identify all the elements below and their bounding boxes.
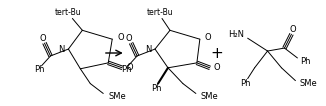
- Text: O: O: [126, 63, 133, 72]
- Text: +: +: [210, 45, 223, 61]
- Text: Ph: Ph: [34, 65, 45, 74]
- Text: N: N: [145, 45, 151, 54]
- Text: Ph: Ph: [301, 57, 311, 66]
- Text: O: O: [39, 34, 46, 43]
- Text: O: O: [214, 63, 220, 72]
- Text: O: O: [205, 33, 212, 42]
- Text: O: O: [289, 25, 296, 34]
- Text: tert-Bu: tert-Bu: [55, 8, 82, 17]
- Text: Ph: Ph: [151, 84, 161, 93]
- Text: O: O: [126, 34, 132, 43]
- Text: Ph: Ph: [121, 65, 131, 74]
- Text: H₂N: H₂N: [228, 30, 244, 39]
- Text: O: O: [117, 33, 124, 42]
- Text: Ph: Ph: [240, 79, 251, 88]
- Text: SMe: SMe: [299, 79, 317, 88]
- Text: N: N: [58, 45, 65, 54]
- Text: SMe: SMe: [108, 92, 126, 101]
- Text: SMe: SMe: [201, 92, 219, 101]
- Text: tert-Bu: tert-Bu: [147, 8, 173, 17]
